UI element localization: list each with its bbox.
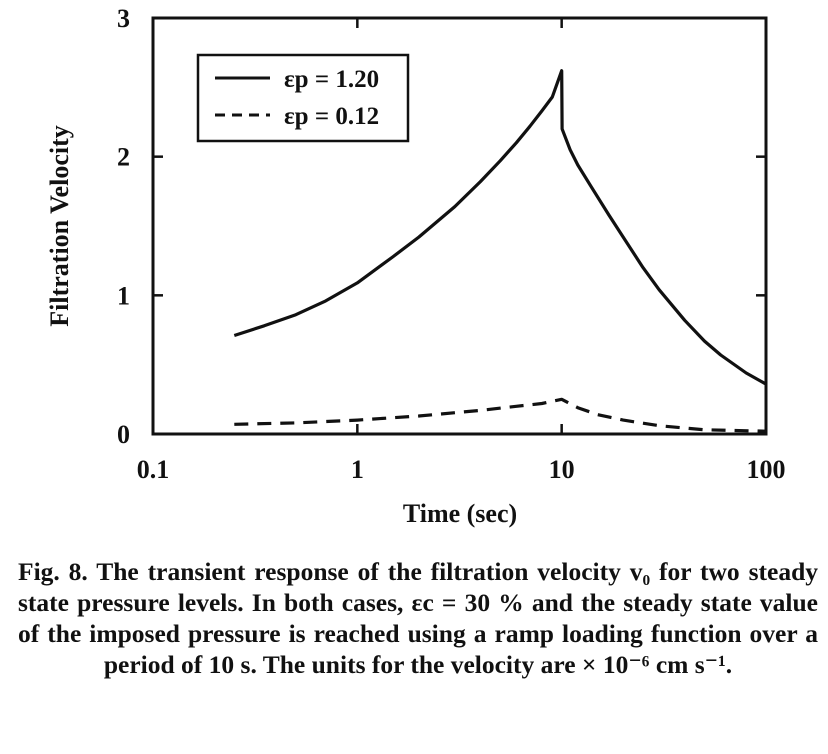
y-tick-label: 1: [117, 281, 130, 310]
legend-label-series-2: εp = 0.12: [284, 103, 379, 130]
series-line-1: [233, 69, 767, 386]
legend-box: [196, 53, 410, 143]
plot-frame: [151, 16, 768, 436]
x-tick-label: 100: [747, 455, 786, 484]
y-tick-label: 0: [117, 420, 130, 449]
filtration-velocity-chart: 0.1 1 10 100 0 1 2 3 εp = 1.20 εp = 0.12 Filtr…: [45, 4, 786, 528]
legend-label-series-1: εp = 1.20: [284, 66, 379, 93]
x-tick-label: 0.1: [137, 455, 170, 484]
figure-caption: Fig. 8. The transient response of the fi…: [18, 557, 818, 679]
x-tick-label: 10: [549, 455, 575, 484]
y-axis-title: Filtration Velocity: [45, 125, 74, 326]
y-axis-ticks: 0 1 2 3: [117, 4, 766, 449]
y-tick-label: 3: [117, 4, 130, 33]
y-tick-label: 2: [117, 143, 130, 172]
series-line-2: [234, 397, 767, 433]
series-layer: [233, 69, 767, 433]
x-axis-title: Time (sec): [403, 499, 517, 528]
legend: εp = 1.20 εp = 0.12: [196, 53, 410, 143]
x-axis-ticks: 0.1 1 10 100: [137, 18, 786, 484]
x-tick-label: 1: [351, 455, 364, 484]
